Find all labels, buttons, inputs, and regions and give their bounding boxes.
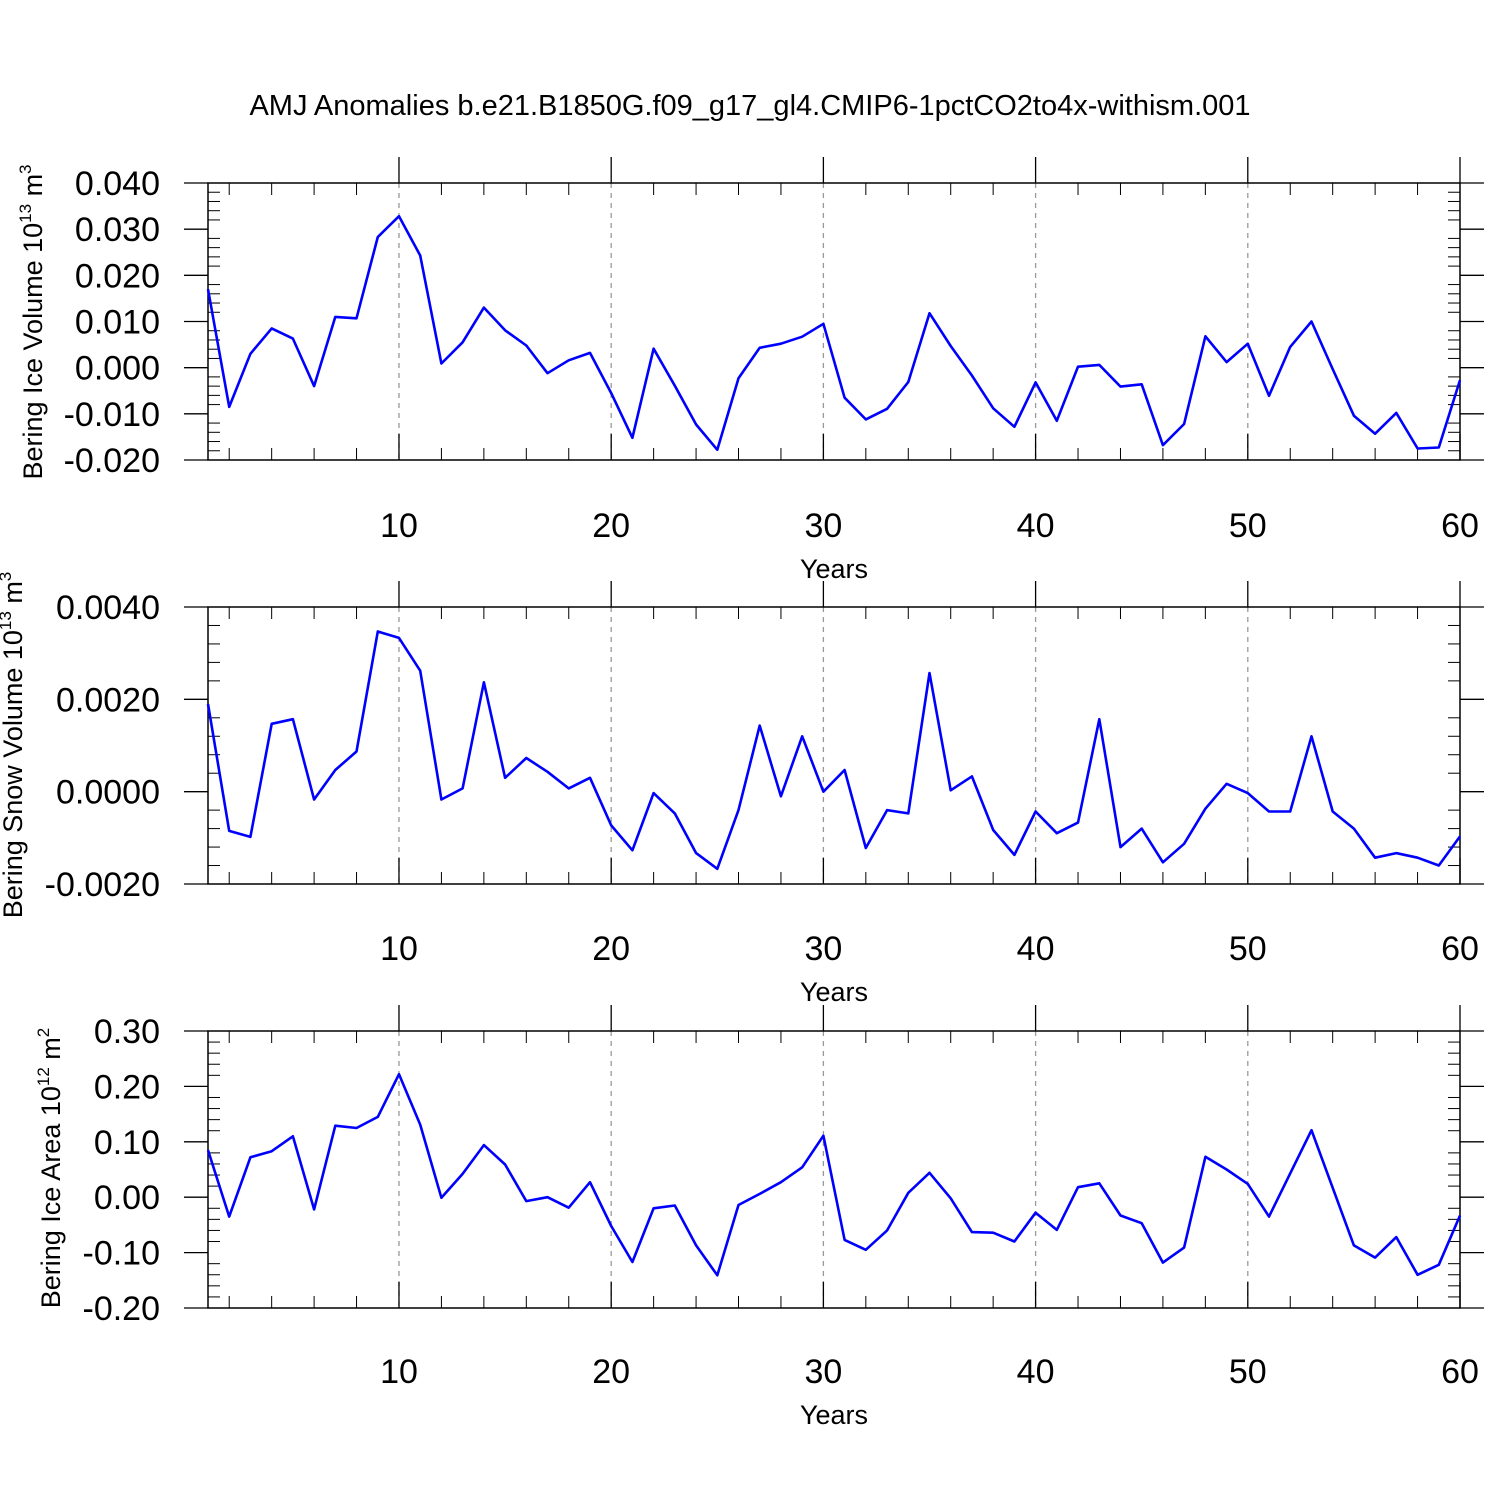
y-tick-label: 0.10	[94, 1124, 160, 1162]
y-tick-label: 0.0040	[56, 589, 160, 627]
y-axis-label: Bering Ice Volume 1013 m3	[16, 164, 48, 479]
x-tick-label: 10	[380, 1353, 418, 1391]
y-tick-label: -0.0020	[45, 866, 160, 904]
x-tick-label: 50	[1229, 507, 1267, 545]
x-tick-label: 30	[804, 930, 842, 968]
y-axis-label: Bering Ice Area 1012 m2	[34, 1028, 66, 1309]
x-tick-label: 50	[1229, 1353, 1267, 1391]
x-tick-label: 20	[592, 930, 630, 968]
plot-frame	[207, 1030, 1461, 1309]
y-tick-label: 0.010	[75, 304, 160, 342]
y-tick-label: 0.0000	[56, 774, 160, 812]
y-axis-label: Bering Snow Volume 1013 m3	[0, 572, 28, 919]
y-tick-label: 0.20	[94, 1068, 160, 1106]
plot-frame	[207, 606, 1461, 885]
x-axis-label: Years	[800, 554, 868, 584]
chart-panel-2: 10 20 30 40 50 60 -0.0020 0.0000 0.0020 0.0040 Yea…	[0, 572, 1484, 1007]
y-tick-label: 0.030	[75, 211, 160, 249]
y-tick-label: 0.0020	[56, 681, 160, 719]
x-tick-label: 50	[1229, 930, 1267, 968]
figure-title: AMJ Anomalies b.e21.B1850G.f09_g17_gl4.C…	[249, 90, 1251, 122]
x-tick-label: 10	[380, 930, 418, 968]
x-tick-label: 40	[1017, 930, 1055, 968]
x-tick-label: 60	[1441, 1353, 1479, 1391]
y-tick-label: -0.20	[83, 1290, 161, 1328]
x-tick-label: 40	[1017, 1353, 1055, 1391]
y-tick-label: 0.020	[75, 257, 160, 295]
x-tick-label: 30	[804, 507, 842, 545]
x-tick-label: 20	[592, 507, 630, 545]
x-tick-label: 40	[1017, 507, 1055, 545]
y-tick-label: -0.020	[64, 442, 160, 480]
x-axis-label: Years	[800, 977, 868, 1007]
x-tick-label: 60	[1441, 507, 1479, 545]
series-line	[206, 214, 1462, 452]
y-tick-label: 0.000	[75, 350, 160, 388]
x-tick-label: 30	[804, 1353, 842, 1391]
y-tick-label: 0.30	[94, 1013, 160, 1051]
chart-panel-3: 10 20 30 40 50 60 -0.20 -0.10 0.00 0.10 0.20 0.30 Ye…	[34, 1005, 1484, 1430]
y-tick-label: 0.00	[94, 1179, 160, 1217]
x-axis-label: Years	[800, 1400, 868, 1430]
series-line	[206, 630, 1462, 871]
x-tick-label: 10	[380, 507, 418, 545]
y-tick-label: -0.010	[64, 396, 160, 434]
x-tick-label: 20	[592, 1353, 630, 1391]
x-tick-label: 60	[1441, 930, 1479, 968]
y-tick-label: -0.10	[83, 1235, 161, 1273]
chart-panel-1: 10 20 30 40 50 60 -0.020 -0.010 0.000 0.010 0.020 0…	[16, 157, 1484, 584]
y-tick-label: 0.040	[75, 165, 160, 203]
plot-frame	[207, 182, 1461, 461]
series-line	[206, 1072, 1462, 1277]
